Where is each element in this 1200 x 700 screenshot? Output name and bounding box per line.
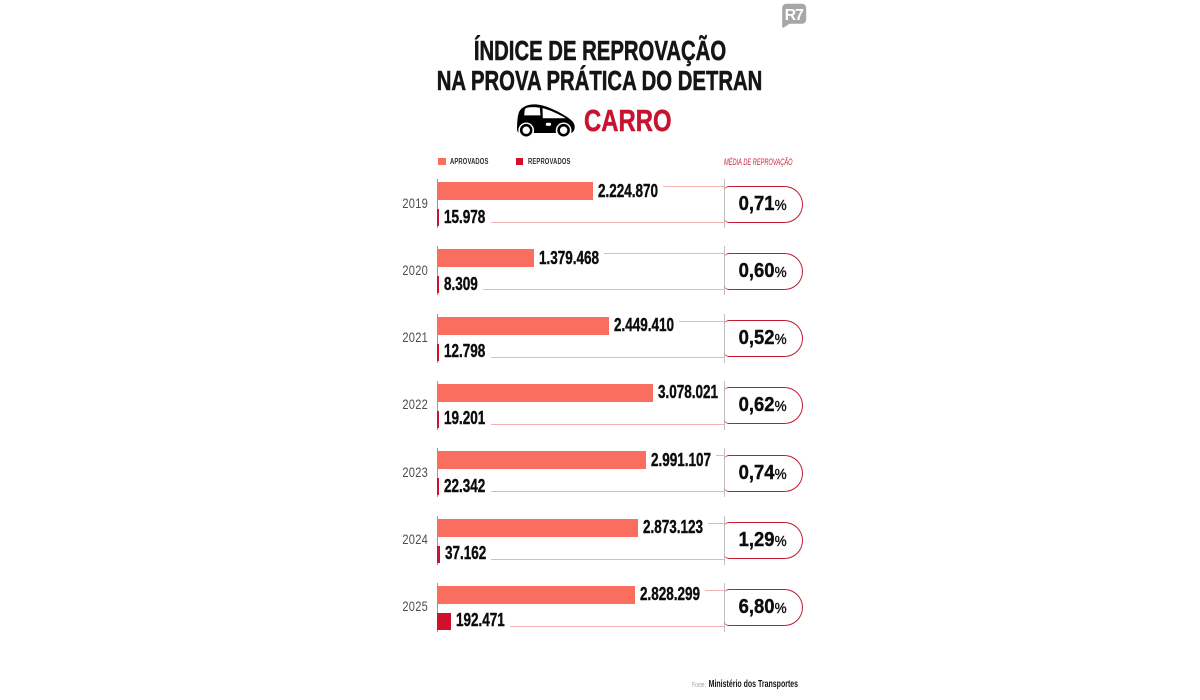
svg-text:R7: R7 [785,7,804,24]
